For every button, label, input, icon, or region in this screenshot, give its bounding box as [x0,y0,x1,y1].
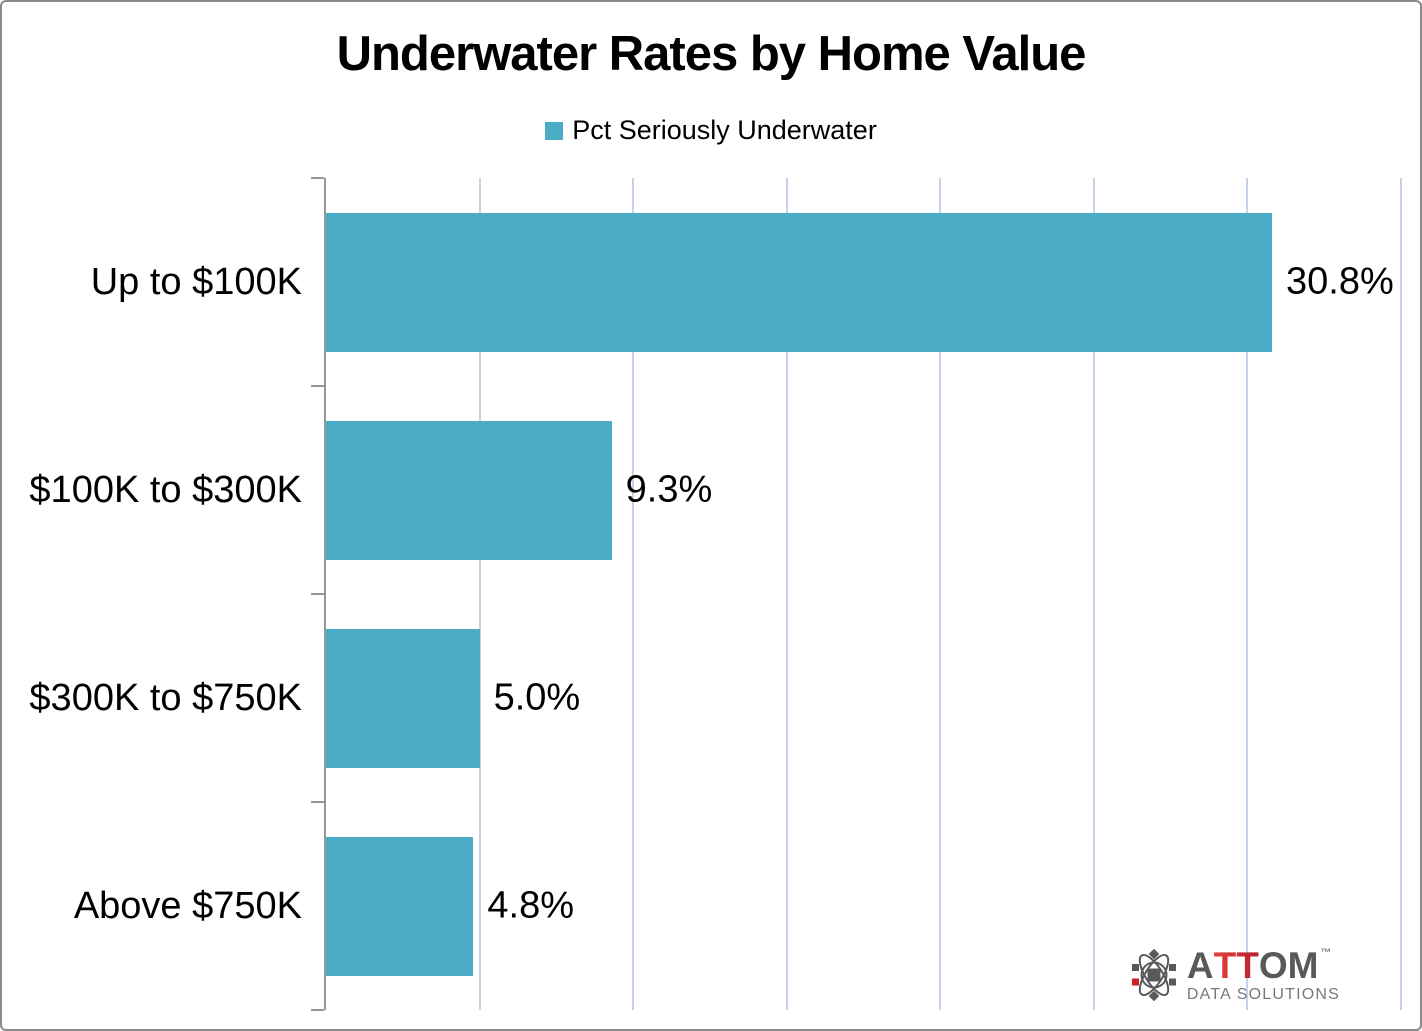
gridline [1092,178,1095,1010]
bar-1 [326,212,1272,352]
gridline [632,178,635,1010]
legend-swatch [545,121,564,140]
gridline [478,178,481,1010]
bar-3 [326,628,480,768]
value-label: 30.8% [1286,260,1394,303]
legend: Pct Seriously Underwater [2,115,1420,146]
attom-wordmark: A TT OM ™ [1187,947,1340,984]
brand-prefix: A [1186,945,1214,986]
category-label: $300K to $750K [29,676,302,719]
value-label: 5.0% [493,676,581,719]
logo-text: A TT OM ™ DATA SOLUTIONS [1187,947,1340,1003]
value-label: 4.8% [487,884,575,927]
axis-tick [311,1009,324,1011]
category-label: Above $750K [73,884,302,927]
atom-icon [1131,948,1176,1002]
value-label: 9.3% [625,468,713,511]
axis-tick [311,385,324,387]
plot-area: 30.8% 9.3% 5.0% 4.8% [311,177,1402,1011]
brand-highlight: TT [1213,945,1259,986]
logo-subtitle: DATA SOLUTIONS [1186,986,1340,1003]
brand-suffix: OM [1258,945,1319,986]
category-label: $100K to $300K [29,468,302,511]
axis-tick [311,593,324,595]
axis-tick [311,801,324,803]
axis-tick [311,177,324,179]
gridline [785,178,788,1010]
bar-2 [326,420,612,560]
bar-4 [326,836,474,976]
legend-label: Pct Seriously Underwater [572,115,877,145]
gridline [1400,178,1402,1010]
category-label: Up to $100K [90,260,302,303]
chart-title: Underwater Rates by Home Value [336,27,1087,81]
attom-logo: A TT OM ™ DATA SOLUTIONS [1130,947,1340,1003]
category-axis-labels: Up to $100K $100K to $300K $300K to $750K A… [2,178,302,1010]
logo-red-node [1131,978,1139,986]
trademark-symbol: ™ [1320,947,1332,959]
gridline [939,178,942,1010]
gridline [1246,178,1249,1010]
